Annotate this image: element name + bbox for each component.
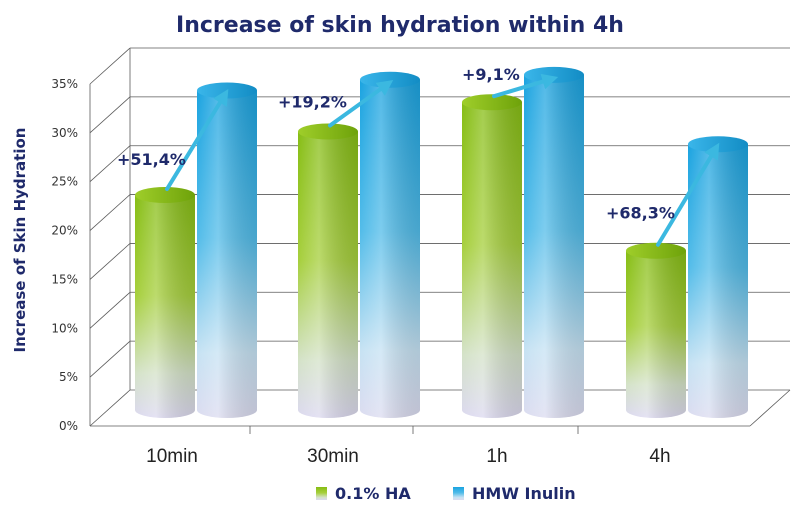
bar-top [462, 94, 522, 111]
x-tick-label: 1h [486, 446, 507, 467]
legend-swatch [453, 487, 464, 500]
annotation-arrow [328, 79, 394, 128]
bar-shading [524, 74, 584, 418]
y-tick-label: 15% [51, 272, 78, 286]
bar-inulin [197, 82, 257, 418]
bar-shading [197, 90, 257, 418]
bar-ha [298, 123, 358, 418]
bar-ha [135, 187, 195, 418]
bar-shading [462, 102, 522, 418]
bar-inulin [688, 136, 748, 418]
bar-shading [135, 195, 195, 418]
bar-top [298, 123, 358, 140]
legend-label: 0.1% HA [335, 484, 411, 503]
bar-ha [626, 242, 686, 418]
x-tick-label: 10min [146, 446, 198, 467]
y-tick-label: 25% [51, 175, 78, 189]
y-tick-label: 20% [51, 224, 78, 238]
grid-line-diagonal [89, 96, 131, 134]
grid-line-diagonal [89, 340, 131, 378]
category-labels: 10min 30min 1h 4h [146, 446, 670, 467]
grid-line-diagonal [89, 194, 131, 231]
bar-shading [298, 131, 358, 418]
grid-line-diagonal [89, 47, 131, 85]
bar-inulin [360, 71, 420, 419]
annotation-arrow [165, 89, 229, 192]
y-tick-label: 0% [59, 419, 78, 433]
bar-shading [688, 144, 748, 418]
legend-label: HMW Inulin [472, 484, 576, 503]
y-tick-label: 35% [51, 77, 78, 91]
x-tick-label: 30min [307, 446, 359, 467]
grid-line-diagonal [89, 291, 131, 329]
bar-ha [462, 94, 522, 418]
floor-right-edge [749, 389, 791, 427]
chart-title: Increase of skin hydration within 4h [176, 13, 624, 38]
y-tick-label: 30% [51, 126, 78, 140]
grid-line-diagonal [89, 389, 131, 427]
legend: 0.1% HA HMW Inulin [316, 484, 576, 503]
bar-shading [360, 79, 420, 419]
y-tick-label: 5% [59, 370, 78, 384]
bar-top [626, 242, 686, 259]
y-axis-label: Increase of Skin Hydration [11, 128, 29, 353]
grid-line-diagonal [89, 243, 131, 280]
x-tick-label: 4h [649, 446, 670, 467]
bars [135, 66, 748, 419]
annotation-label: +68,3% [606, 204, 675, 223]
bar-top [688, 136, 748, 153]
bar-inulin [524, 66, 584, 418]
annotation-label: +19,2% [278, 93, 347, 112]
annotation-arrow [492, 73, 559, 99]
y-tick-label: 10% [51, 321, 78, 335]
bar-top [524, 66, 584, 83]
annotation-label: +9,1% [462, 65, 520, 84]
bar-top [197, 82, 257, 99]
annotation-arrows: +51,4% +19,2% +9,1% +68,3% [117, 65, 720, 247]
legend-swatch [316, 487, 327, 500]
bar-top [360, 71, 420, 88]
bar-top [135, 187, 195, 204]
annotation-label: +51,4% [117, 150, 186, 169]
grid-line-diagonal [89, 145, 131, 183]
y-tick-labels: 0% 5% 10% 15% 20% 25% 30% 35% [51, 77, 78, 433]
bar-shading [626, 250, 686, 418]
annotation-arrow [656, 142, 720, 247]
